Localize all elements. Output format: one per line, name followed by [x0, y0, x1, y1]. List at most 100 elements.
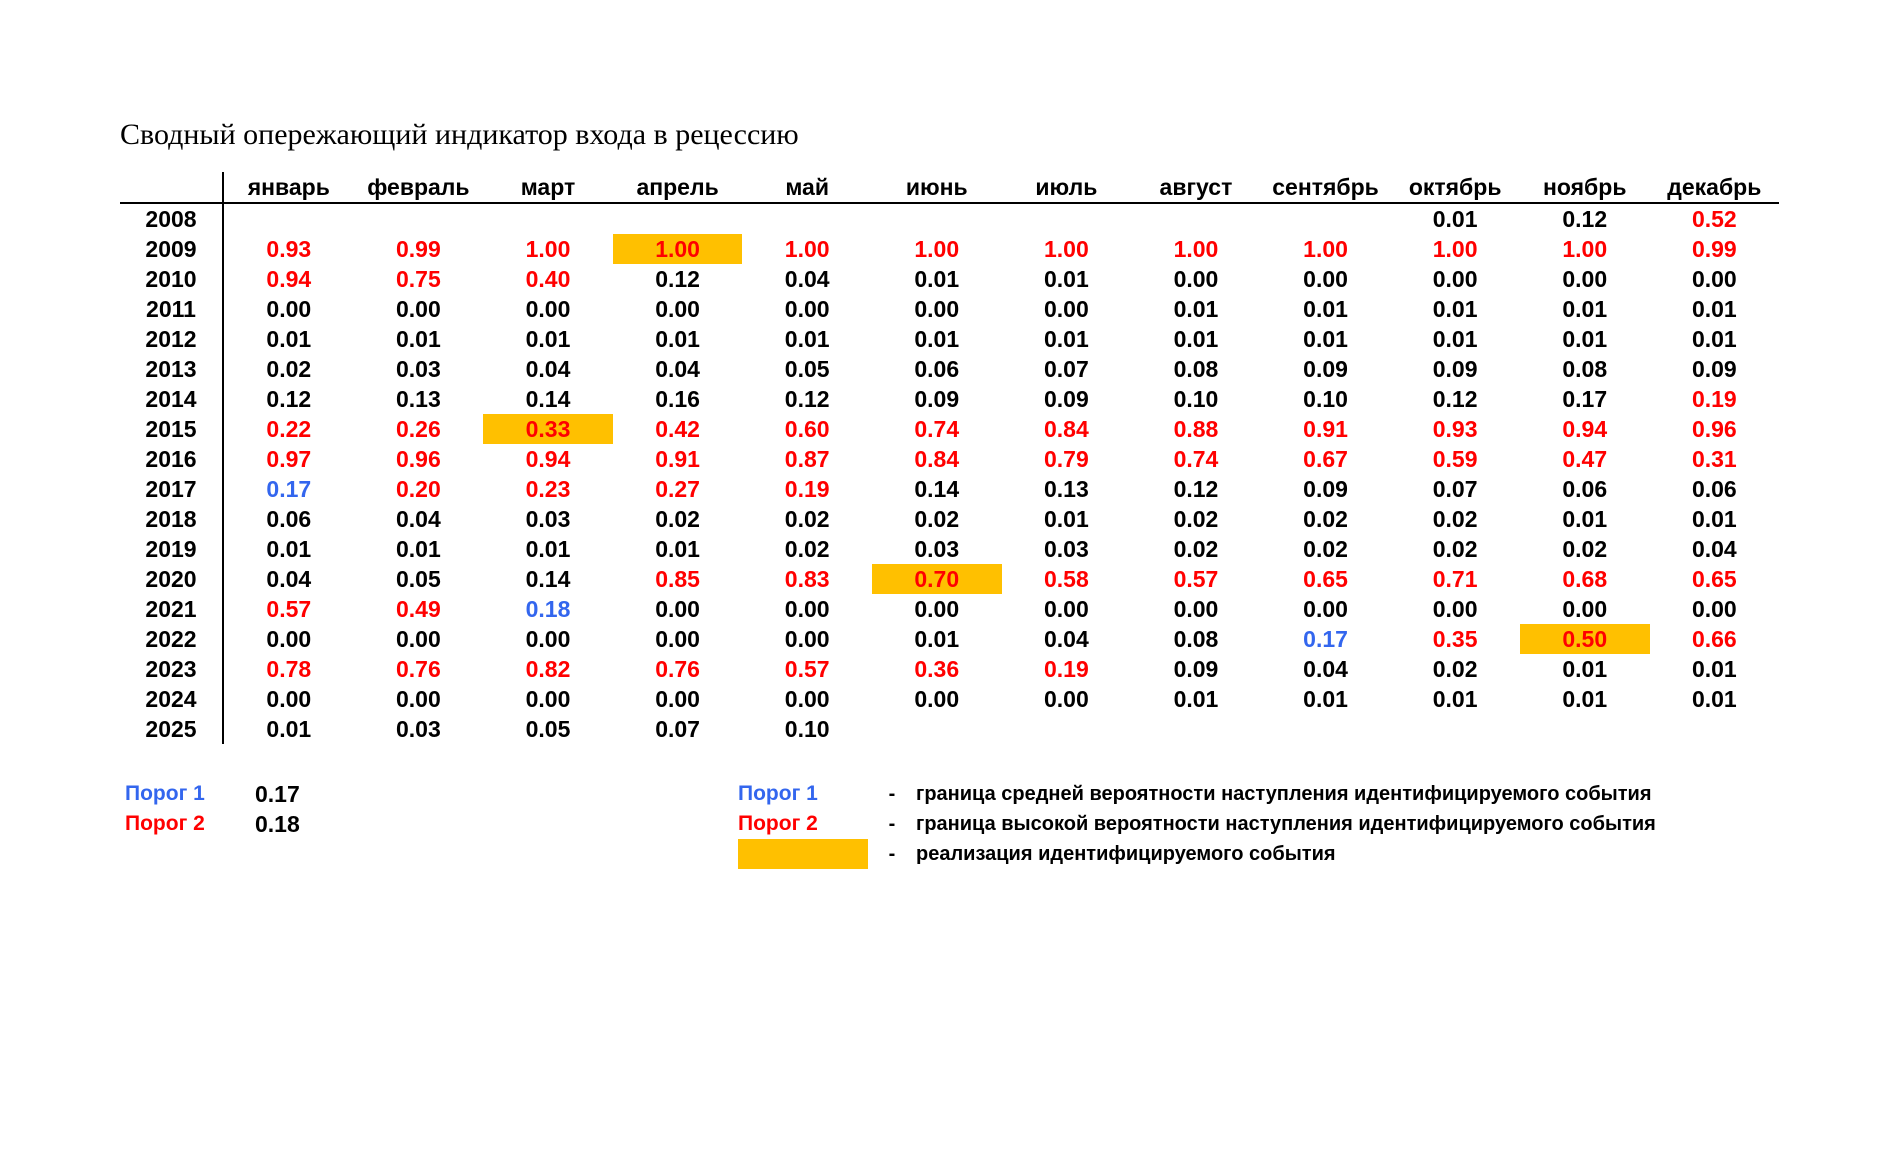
value-cell: 0.00 [1002, 594, 1132, 624]
cell-value: 0.88 [1173, 416, 1219, 442]
cell-value: 0.00 [1043, 596, 1089, 622]
legend: Порог 1 - граница средней вероятности на… [738, 779, 1656, 869]
cell-value: 0.01 [1432, 206, 1478, 232]
cell-value: 0.03 [396, 716, 441, 742]
value-cell: 0.02 [1390, 654, 1520, 684]
cell-value: 0.04 [1691, 536, 1737, 562]
cell-value: 0.00 [525, 296, 571, 322]
cell-value: 0.00 [784, 686, 830, 712]
table-row: 2024 0.00 0.00 0.00 0.00 0.00 0.00 0.00 0.01 0.01… [120, 684, 1779, 714]
cell-value: 0.18 [525, 596, 571, 622]
cell-value: 0.05 [396, 566, 441, 592]
month-header: декабрь [1667, 173, 1762, 200]
cell-value: 0.03 [525, 506, 571, 532]
cell-value: 0.70 [914, 566, 960, 592]
value-cell: 0.01 [1261, 324, 1391, 354]
year-label: 2015 [120, 414, 224, 444]
cell-value: 0.09 [1173, 656, 1219, 682]
value-cell: 0.47 [1520, 444, 1650, 474]
cell-value: 0.06 [914, 356, 960, 382]
value-cell: 0.01 [1650, 504, 1780, 534]
month-header: июль [1035, 173, 1098, 200]
value-cell [872, 203, 1002, 234]
table-row: 2016 0.97 0.96 0.94 0.91 0.87 0.84 0.79 0.74 0.67… [120, 444, 1779, 474]
cell-value: 0.01 [914, 266, 960, 292]
year-label: 2014 [120, 384, 224, 414]
cell-value: 0.99 [1691, 236, 1737, 262]
value-cell: 0.01 [354, 324, 484, 354]
table-body: 2008 0.01 0.12 0.52 2009 0.93 0.99 1.00 1.00 1.00… [120, 203, 1779, 744]
cell-value: 0.84 [914, 446, 960, 472]
value-cell: 0.07 [1390, 474, 1520, 504]
value-cell: 0.00 [742, 594, 872, 624]
value-cell: 0.65 [1261, 564, 1391, 594]
cell-value: 0.94 [525, 446, 571, 472]
value-cell: 0.01 [354, 534, 484, 564]
cell-value: 0.06 [266, 506, 312, 532]
value-cell: 0.57 [742, 654, 872, 684]
value-cell: 0.02 [1520, 534, 1650, 564]
cell-value: 0.67 [1303, 446, 1348, 472]
value-cell: 0.01 [613, 534, 743, 564]
cell-value: 0.00 [655, 596, 700, 622]
legend-dash: - [888, 842, 896, 865]
value-cell: 0.19 [742, 474, 872, 504]
cell-value: 0.03 [914, 536, 960, 562]
value-cell: 0.01 [483, 324, 613, 354]
value-cell: 0.04 [483, 354, 613, 384]
cell-value: 0.91 [1303, 416, 1348, 442]
month-header: сентябрь [1272, 173, 1379, 200]
cell-value: 0.01 [525, 326, 571, 352]
value-cell: 0.94 [1520, 414, 1650, 444]
cell-value: 0.19 [1691, 386, 1737, 412]
cell-value: 0.00 [1562, 596, 1608, 622]
value-cell: 0.13 [1002, 474, 1132, 504]
cell-value: 0.99 [396, 236, 441, 262]
month-header: март [520, 173, 576, 200]
value-cell: 0.01 [1390, 684, 1520, 714]
cell-value: 0.19 [784, 476, 830, 502]
value-cell: 0.02 [223, 354, 354, 384]
value-cell: 0.05 [742, 354, 872, 384]
thresholds-block: Порог 1 0.17 Порог 2 0.18 [125, 779, 300, 839]
cell-value: 0.19 [1043, 656, 1089, 682]
threshold-row-1: Порог 1 0.17 [125, 779, 300, 809]
value-cell: 0.04 [1650, 534, 1780, 564]
value-cell: 0.99 [354, 234, 484, 264]
value-cell: 0.00 [742, 624, 872, 654]
value-cell: 0.02 [742, 504, 872, 534]
cell-value: 0.00 [396, 626, 441, 652]
value-cell: 0.99 [1650, 234, 1780, 264]
cell-value: 0.01 [266, 326, 312, 352]
value-cell: 0.76 [613, 654, 743, 684]
cell-value: 1.00 [655, 236, 700, 262]
cell-value: 0.82 [525, 656, 571, 682]
cell-value: 0.12 [266, 386, 312, 412]
value-cell: 0.02 [1261, 534, 1391, 564]
cell-value: 0.08 [1173, 356, 1219, 382]
cell-value: 0.09 [1432, 356, 1478, 382]
legend-dash: - [888, 812, 896, 835]
month-header: январь [247, 173, 330, 200]
cell-value: 0.57 [266, 596, 312, 622]
table-row: 2025 0.01 0.03 0.05 0.07 0.10 [120, 714, 1779, 744]
value-cell: 0.71 [1390, 564, 1520, 594]
threshold-2-value: 0.18 [255, 810, 300, 837]
value-cell: 0.50 [1519, 624, 1650, 654]
cell-value: 0.01 [1691, 506, 1737, 532]
value-cell: 0.01 [1650, 684, 1780, 714]
cell-value: 0.93 [266, 236, 312, 262]
year-label: 2009 [120, 234, 224, 264]
cell-value: 0.10 [1303, 386, 1348, 412]
value-cell: 0.00 [1520, 594, 1650, 624]
page-title: Сводный опережающий индикатор входа в ре… [120, 118, 799, 151]
value-cell: 0.00 [223, 624, 354, 654]
cell-value: 0.02 [1562, 536, 1608, 562]
cell-value: 0.17 [266, 476, 312, 502]
cell-value: 0.65 [1303, 566, 1348, 592]
value-cell: 0.97 [223, 444, 354, 474]
value-cell: 1.00 [612, 234, 743, 264]
table-row: 2012 0.01 0.01 0.01 0.01 0.01 0.01 0.01 0.01 0.01… [120, 324, 1779, 354]
cell-value: 0.00 [1691, 596, 1737, 622]
cell-value: 0.01 [655, 536, 700, 562]
